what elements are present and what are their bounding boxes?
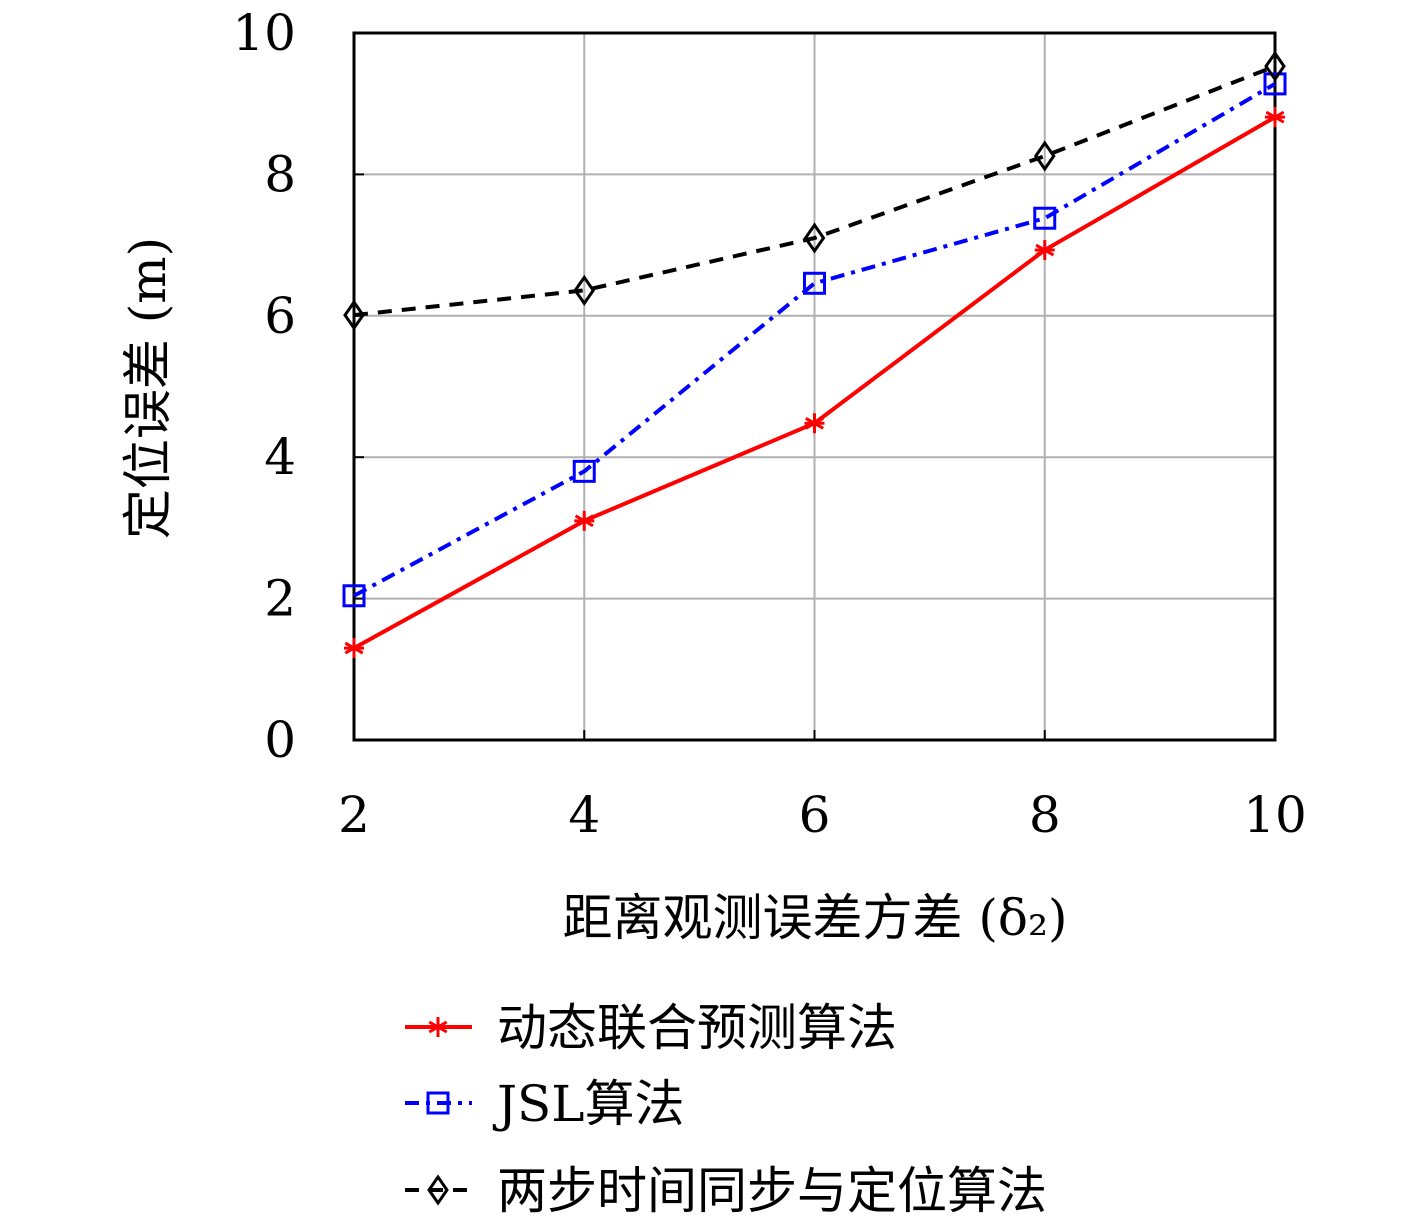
square-marker: [342, 584, 366, 608]
legend-label: JSL算法: [492, 1075, 685, 1133]
asterisk-marker: [428, 1017, 448, 1037]
series-2: [342, 72, 1287, 608]
y-tick-label: 10: [232, 4, 296, 62]
square-marker: [572, 459, 596, 483]
x-tick-label: 10: [1243, 786, 1307, 844]
diamond-marker: [1264, 50, 1286, 82]
square-marker: [803, 271, 826, 295]
asterisk-marker: [574, 510, 595, 531]
diamond-marker: [573, 274, 596, 306]
y-tick-label: 4: [264, 428, 296, 486]
x-tick-label: 6: [799, 786, 831, 844]
legend-label: 动态联合预测算法: [497, 999, 897, 1057]
y-tick-label: 0: [264, 711, 296, 769]
square-marker: [1263, 72, 1287, 96]
y-tick-label: 8: [264, 145, 296, 203]
x-tick-label: 8: [1029, 786, 1061, 844]
diamond-marker: [427, 1174, 449, 1206]
legend-label: 两步时间同步与定位算法: [497, 1162, 1047, 1220]
asterisk-marker: [344, 638, 364, 659]
x-tick-label: 2: [338, 786, 370, 844]
diamond-marker: [1033, 140, 1056, 172]
series-group: [342, 50, 1287, 659]
square-marker: [426, 1091, 450, 1115]
y-tick-label: 2: [264, 570, 296, 628]
square-marker: [1033, 206, 1057, 230]
series-3: [343, 50, 1286, 331]
legend-item-3: 两步时间同步与定位算法: [405, 1162, 1047, 1220]
y-tick-label: 6: [264, 287, 296, 345]
legend-item-2: JSL算法: [405, 1075, 685, 1133]
x-axis-label: 距离观测误差方差 (δ₂): [562, 889, 1067, 947]
series-line: [353, 82, 1277, 598]
diamond-marker: [343, 299, 365, 331]
series-1: [344, 107, 1285, 659]
series-line: [353, 64, 1276, 318]
diamond-marker: [803, 222, 826, 254]
asterisk-marker: [1034, 240, 1055, 261]
grid: [353, 32, 1276, 741]
asterisk-marker: [804, 413, 825, 434]
asterisk-marker: [1265, 107, 1285, 128]
legend-item-1: 动态联合预测算法: [405, 999, 897, 1057]
y-axis-label: 定位误差 (m): [119, 237, 177, 539]
x-tick-label: 4: [568, 786, 600, 844]
